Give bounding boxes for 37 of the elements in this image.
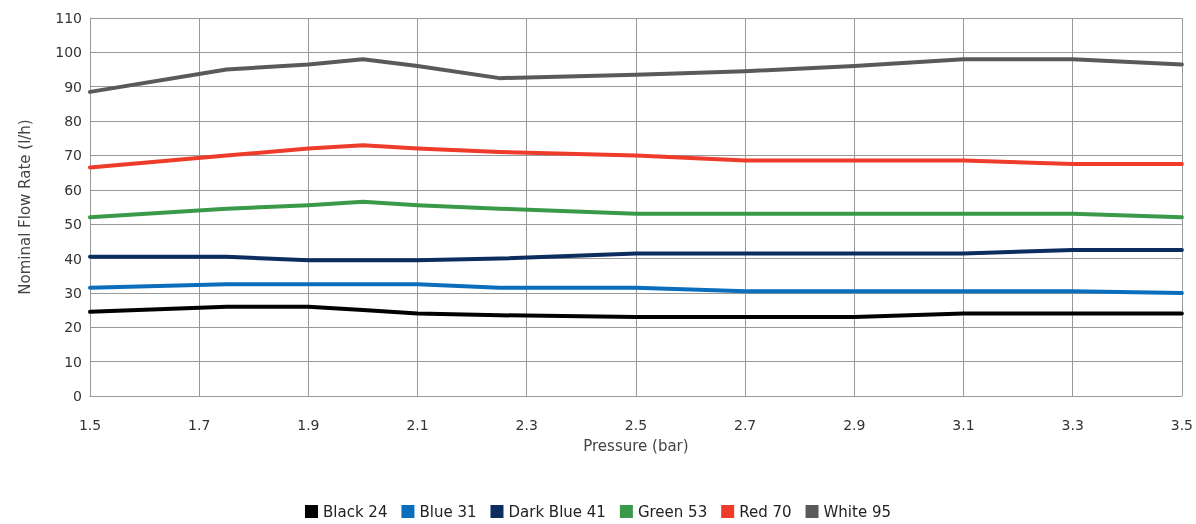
line-series xyxy=(88,304,1184,319)
line-series xyxy=(88,199,1184,220)
line-series xyxy=(88,247,1184,263)
y-tick-label: 70 xyxy=(64,147,82,164)
x-tick-label: 3.3 xyxy=(1061,417,1084,433)
x-tick-label: 3.5 xyxy=(1170,417,1193,433)
y-tick-label: 10 xyxy=(64,353,82,370)
x-tick-label: 1.9 xyxy=(297,417,320,433)
y-tick-label: 40 xyxy=(64,250,82,267)
y-tick-label: 20 xyxy=(64,319,82,336)
x-tick-label: 1.5 xyxy=(78,417,102,433)
x-tick-label: 2.3 xyxy=(515,417,538,433)
x-tick-label: 1.7 xyxy=(188,417,211,433)
line-series xyxy=(88,282,1184,295)
y-tick-label: 50 xyxy=(64,216,82,233)
legend-label: Dark Blue 41 xyxy=(508,502,606,521)
legend-label: White 95 xyxy=(823,502,892,521)
x-tick-label: 2.1 xyxy=(406,417,429,433)
x-tick-label: 3.1 xyxy=(952,417,975,433)
x-axis-title: Pressure (bar) xyxy=(583,436,689,455)
x-tick-label: 2.9 xyxy=(843,417,866,433)
y-tick-label: 0 xyxy=(73,388,82,404)
y-tick-label: 60 xyxy=(64,181,82,198)
y-axis-title: Nominal Flow Rate (l/h) xyxy=(15,119,34,295)
legend-label: Black 24 xyxy=(323,502,388,521)
x-tick-label: 2.5 xyxy=(624,417,648,433)
line-series xyxy=(88,57,1184,94)
y-tick-label: 80 xyxy=(64,113,82,130)
x-tick-label: 2.7 xyxy=(733,417,757,433)
y-tick-label: 90 xyxy=(64,78,82,95)
legend-label: Blue 31 xyxy=(419,502,477,521)
y-tick-label: 110 xyxy=(55,10,82,26)
line-series xyxy=(88,143,1184,170)
legend-label: Green 53 xyxy=(637,502,708,521)
y-tick-label: 100 xyxy=(55,44,82,61)
y-tick-label: 30 xyxy=(64,284,82,301)
legend-label: Red 70 xyxy=(739,502,792,521)
